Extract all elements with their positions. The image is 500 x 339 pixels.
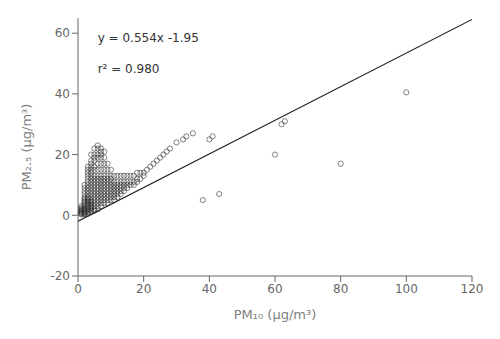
- html-text:r² = 0.980: r² = 0.980: [97, 61, 160, 76]
- svg-text:40: 40: [202, 282, 217, 296]
- svg-text:20: 20: [55, 148, 70, 162]
- svg-text:40: 40: [55, 87, 70, 101]
- svg-text:PM₁₀ (μg/m³): PM₁₀ (μg/m³): [234, 307, 317, 322]
- svg-text:20: 20: [136, 282, 151, 296]
- svg-text:0: 0: [74, 282, 82, 296]
- svg-text:-20: -20: [50, 269, 70, 283]
- html-text:y = 0.554x -1.95: y = 0.554x -1.95: [97, 30, 199, 45]
- svg-text:100: 100: [395, 282, 418, 296]
- svg-text:80: 80: [333, 282, 348, 296]
- svg-text:60: 60: [55, 26, 70, 40]
- svg-text:120: 120: [461, 282, 484, 296]
- svg-text:PM₂.₅ (μg/m³): PM₂.₅ (μg/m³): [19, 104, 34, 191]
- svg-text:0: 0: [62, 209, 70, 223]
- svg-text:60: 60: [267, 282, 282, 296]
